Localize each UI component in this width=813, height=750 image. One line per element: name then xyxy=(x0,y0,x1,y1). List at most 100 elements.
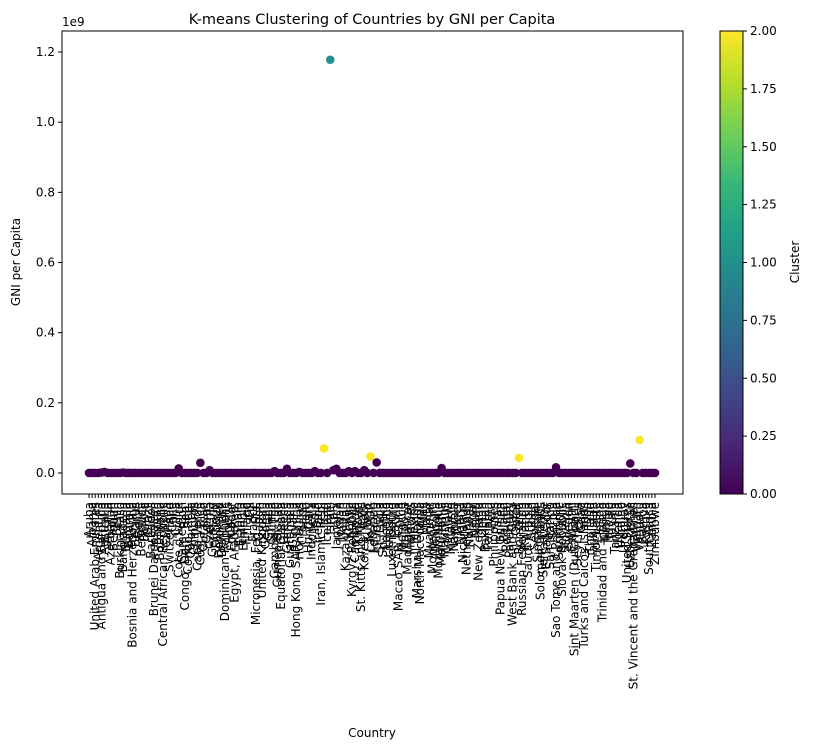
x-tick-label: Aruba xyxy=(82,502,96,538)
x-tick-label: Mauritania xyxy=(435,502,449,566)
x-tick-label: Sao Tome and Principe xyxy=(549,502,563,638)
x-tick-label: Benin xyxy=(110,502,124,536)
x-tick-label: United Arab Emirates xyxy=(88,502,102,630)
colorbar-tick-label: 0.75 xyxy=(750,313,777,327)
data-point xyxy=(372,458,381,467)
x-tick-label: Burkina Faso xyxy=(113,502,127,579)
x-tick-label: United States xyxy=(620,502,634,583)
x-tick-label: Sierra Leone xyxy=(537,502,551,577)
x-tick-label: Uruguay xyxy=(617,502,631,553)
x-tick-label: Australia xyxy=(97,502,111,555)
x-tick-label: Italy xyxy=(326,502,340,528)
x-tick-label: Marshall Islands xyxy=(410,502,424,598)
x-tick-label: Japan xyxy=(336,502,350,536)
data-point xyxy=(625,459,635,468)
x-tick-label: Estonia xyxy=(234,502,248,546)
x-tick-label: Cambodia xyxy=(348,502,362,563)
x-tick-label: Ethiopia xyxy=(237,502,251,551)
x-tick-label: Congo, Dem. Rep. xyxy=(178,502,192,610)
x-tick-label: Brazil xyxy=(141,502,155,536)
x-tick-label: Guinea-Bissau xyxy=(271,502,285,588)
x-tick-label: Brunei Darussalam xyxy=(147,502,161,616)
colorbar-tick-label: 1.50 xyxy=(750,140,777,154)
x-tick-label: Czechia xyxy=(203,502,217,549)
colorbar-tick-label: 0.50 xyxy=(750,371,777,385)
x-tick-label: Nepal xyxy=(466,502,480,537)
x-tick-label: Uganda xyxy=(611,502,625,548)
x-tick-label: Mongolia xyxy=(428,502,442,556)
x-tick-label: Mali xyxy=(416,502,430,526)
x-tick-label: China xyxy=(169,502,183,536)
x-tick-label: Sudan xyxy=(524,502,538,540)
x-tick-label: Germany xyxy=(206,502,220,557)
x-tick-label: Costa Rica xyxy=(193,502,207,565)
y-axis-offset-label: 1e9 xyxy=(62,15,85,29)
x-tick-label: Mozambique xyxy=(431,502,445,579)
x-tick-label: Tanzania xyxy=(608,502,622,555)
x-tick-label: St. Lucia xyxy=(373,502,387,553)
colorbar-tick-label: 1.00 xyxy=(750,256,777,270)
y-axis-label: GNI per Capita xyxy=(9,218,23,306)
chart-title: K-means Clustering of Countries by GNI p… xyxy=(189,12,556,28)
x-tick-label: Lesotho xyxy=(379,502,393,549)
y-tick-label: 1.2 xyxy=(36,45,55,59)
x-tick-label: Seychelles xyxy=(571,502,585,566)
x-tick-label: Paraguay xyxy=(503,502,517,558)
x-tick-label: Colombia xyxy=(184,502,198,558)
x-tick-label: Hungary xyxy=(302,502,316,553)
x-tick-label: Equatorial Guinea xyxy=(274,502,288,610)
x-tick-label: Guyana xyxy=(286,502,300,548)
x-tick-label: Antigua and Barbuda xyxy=(94,502,108,629)
x-tick-label: Pakistan xyxy=(478,502,492,552)
data-point xyxy=(632,468,641,478)
x-tick-label: Portugal xyxy=(500,502,514,552)
x-tick-label: Guinea xyxy=(264,502,278,545)
x-tick-label: Albania xyxy=(85,502,99,547)
x-tick-label: Madagascar xyxy=(401,502,415,575)
x-axis-label: Country xyxy=(348,726,396,740)
x-tick-label: Maldives xyxy=(404,502,418,555)
x-tick-label: Ireland xyxy=(311,502,325,544)
x-tick-label: Cyprus xyxy=(200,502,214,544)
x-tick-label: Samoa xyxy=(636,502,650,543)
x-tick-label: Guatemala xyxy=(283,502,297,568)
x-tick-label: Croatia xyxy=(295,502,309,545)
x-tick-label: Timor-Leste xyxy=(589,502,603,573)
x-tick-label: Liberia xyxy=(370,502,384,543)
x-tick-label: Qatar xyxy=(509,502,523,536)
colorbar-tick-label: 1.75 xyxy=(750,82,777,96)
x-tick-label: Bangladesh xyxy=(116,502,130,572)
data-point xyxy=(622,468,632,478)
x-tick-label: Honduras xyxy=(292,502,306,560)
x-tick-label: Cote d'Ivoire xyxy=(172,502,186,578)
x-tick-label: Iceland xyxy=(320,502,334,545)
x-tick-label: Azerbaijan xyxy=(104,502,118,565)
x-tick-label: Peru xyxy=(484,502,498,529)
x-tick-label: Chad xyxy=(574,502,588,533)
x-tick-label: Macao SAR, China xyxy=(391,502,405,611)
x-tick-label: Papua New Guinea xyxy=(493,502,507,615)
x-tick-label: Jamaica xyxy=(329,502,343,550)
colorbar-tick-label: 0.00 xyxy=(750,487,777,501)
data-point xyxy=(192,468,202,478)
x-tick-label: Ukraine xyxy=(614,502,628,548)
x-tick-label: Bhutan xyxy=(150,502,164,545)
x-tick-label: Niger xyxy=(450,502,464,534)
x-tick-label: Bahrain xyxy=(122,502,136,548)
x-tick-label: Nauru xyxy=(469,502,483,538)
x-tick-label: Ecuador xyxy=(224,502,238,551)
x-tick-label: Djibouti xyxy=(209,502,223,549)
x-tick-label: Suriname xyxy=(552,502,566,560)
x-tick-label: Bolivia xyxy=(138,502,152,542)
x-tick-label: St. Kitts and Nevis xyxy=(354,502,368,612)
x-tick-label: Central African Republic xyxy=(156,502,170,646)
x-tick-label: Malaysia xyxy=(444,502,458,554)
x-tick-label: Netherlands xyxy=(459,502,473,575)
x-tick-label: United Kingdom xyxy=(255,502,269,598)
x-tick-label: Solomon Islands xyxy=(534,502,548,600)
x-tick-label: Spain xyxy=(230,502,244,536)
colorbar-tick-label: 1.25 xyxy=(750,198,777,212)
x-tick-label: Montenegro xyxy=(425,502,439,574)
x-tick-label: Poland xyxy=(496,502,510,542)
